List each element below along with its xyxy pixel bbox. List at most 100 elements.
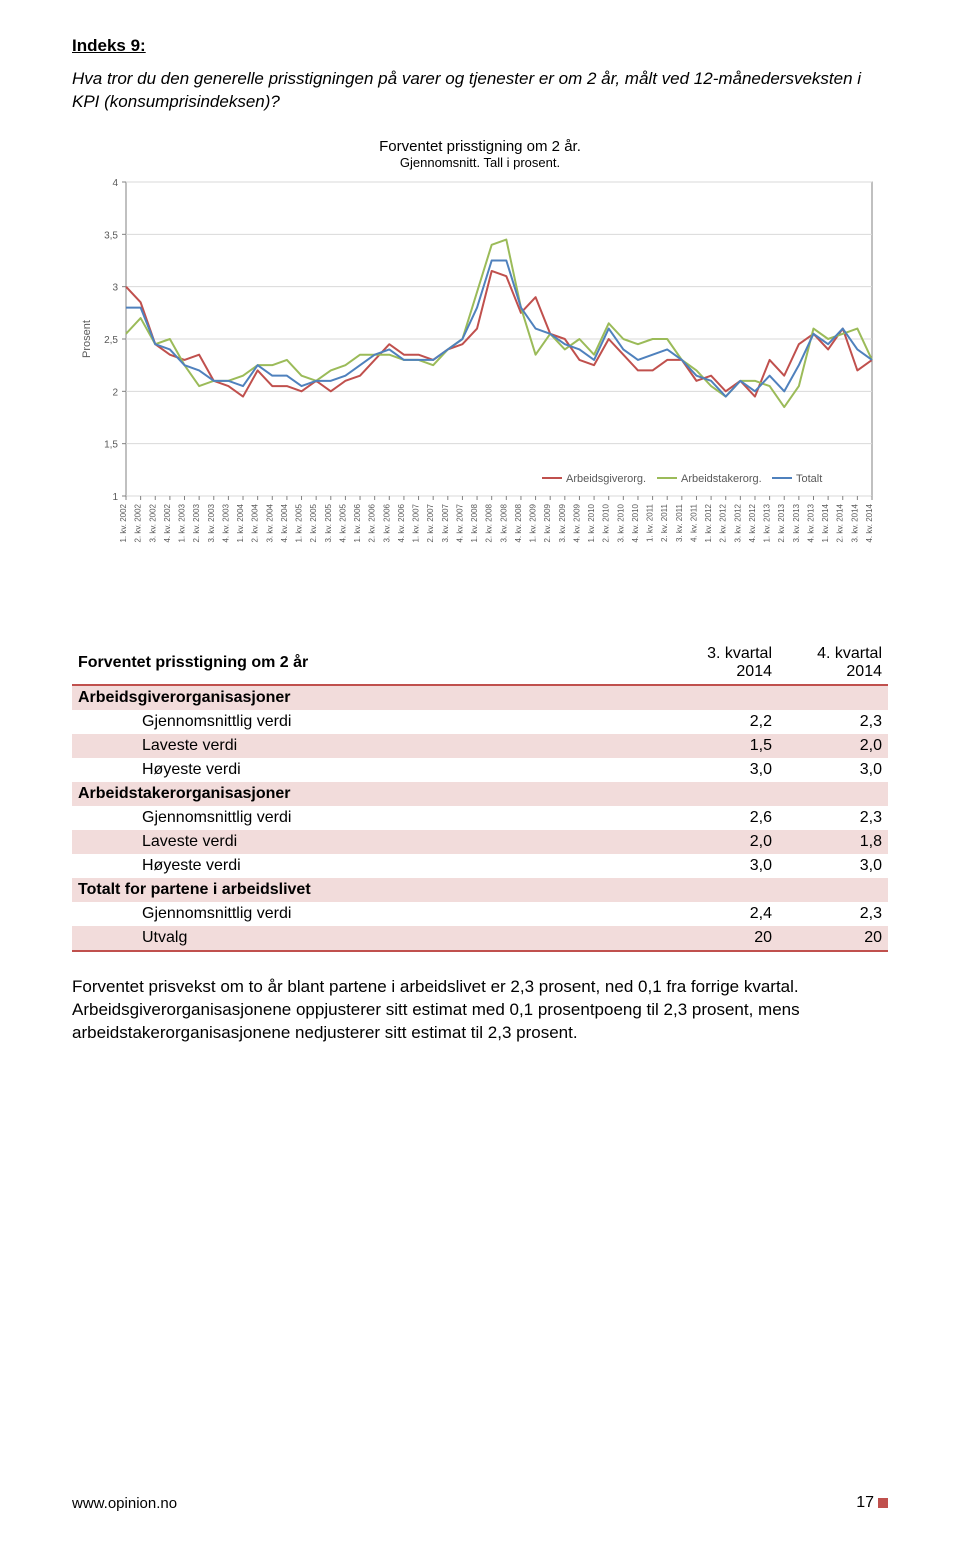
svg-text:2. kv. 2013: 2. kv. 2013 — [777, 503, 786, 542]
svg-text:2. kv. 2004: 2. kv. 2004 — [251, 503, 260, 542]
table-cell: 3,0 — [668, 758, 778, 782]
svg-text:4. kv. 2012: 4. kv. 2012 — [748, 503, 757, 542]
table-row-label: Utvalg — [72, 926, 668, 951]
svg-text:3. kv. 2007: 3. kv. 2007 — [441, 503, 450, 542]
svg-text:2. kv. 2010: 2. kv. 2010 — [602, 503, 611, 542]
svg-text:2. kv. 2012: 2. kv. 2012 — [719, 503, 728, 542]
svg-text:1. kv. 2014: 1. kv. 2014 — [821, 503, 830, 542]
svg-text:1. kv. 2002: 1. kv. 2002 — [119, 503, 128, 542]
svg-text:2. kv. 2003: 2. kv. 2003 — [192, 503, 201, 542]
table-cell: 3,0 — [668, 854, 778, 878]
svg-text:3: 3 — [112, 283, 118, 294]
svg-text:4. kv. 2004: 4. kv. 2004 — [280, 503, 289, 542]
table-group-label: Arbeidsgiverorganisasjoner — [72, 685, 888, 710]
svg-text:2,5: 2,5 — [104, 335, 118, 346]
table-cell: 2,3 — [778, 806, 888, 830]
table-cell: 2,4 — [668, 902, 778, 926]
svg-text:4. kv. 2005: 4. kv. 2005 — [338, 503, 347, 542]
page-number: 17 — [856, 1494, 888, 1512]
svg-text:3. kv. 2003: 3. kv. 2003 — [207, 503, 216, 542]
chart-title: Forventet prisstigning om 2 år. — [76, 138, 884, 155]
svg-text:Arbeidstakerorg.: Arbeidstakerorg. — [681, 473, 762, 485]
table-row-label: Laveste verdi — [72, 830, 668, 854]
svg-text:3. kv. 2013: 3. kv. 2013 — [792, 503, 801, 542]
line-chart: 1 1,5 2 2,5 3 3,5 4 Prosent 1. kv. 2002 2. kv. 20… — [76, 174, 884, 614]
svg-text:3. kv. 2002: 3. kv. 2002 — [148, 503, 157, 542]
svg-text:2. kv. 2002: 2. kv. 2002 — [134, 503, 143, 542]
svg-text:2: 2 — [112, 387, 118, 398]
svg-text:1. kv. 2013: 1. kv. 2013 — [763, 503, 772, 542]
svg-text:2. kv. 2006: 2. kv. 2006 — [368, 503, 377, 542]
table-cell: 2,0 — [668, 830, 778, 854]
table-row-label: Laveste verdi — [72, 734, 668, 758]
svg-text:4: 4 — [112, 178, 118, 189]
table-title: Forventet prisstigning om 2 år — [72, 642, 668, 685]
page-footer: www.opinion.no 17 — [72, 1494, 888, 1512]
table-row-label: Gjennomsnittlig verdi — [72, 710, 668, 734]
svg-text:2. kv. 2007: 2. kv. 2007 — [426, 503, 435, 542]
table-cell: 3,0 — [778, 758, 888, 782]
svg-text:4. kv. 2008: 4. kv. 2008 — [514, 503, 523, 542]
svg-text:1. kv. 2008: 1. kv. 2008 — [470, 503, 479, 542]
svg-text:2. kv. 2008: 2. kv. 2008 — [485, 503, 494, 542]
svg-text:1,5: 1,5 — [104, 440, 118, 451]
svg-text:3. kv. 2012: 3. kv. 2012 — [733, 503, 742, 542]
svg-text:3. kv. 2009: 3. kv. 2009 — [558, 503, 567, 542]
svg-text:1. kv. 2003: 1. kv. 2003 — [178, 503, 187, 542]
svg-text:2. kv. 2014: 2. kv. 2014 — [836, 503, 845, 542]
svg-text:4. kv. 2002: 4. kv. 2002 — [163, 503, 172, 542]
svg-text:1. kv. 2010: 1. kv. 2010 — [587, 503, 596, 542]
svg-text:2. kv. 2009: 2. kv. 2009 — [543, 503, 552, 542]
svg-text:3. kv. 2010: 3. kv. 2010 — [616, 503, 625, 542]
svg-text:Arbeidsgiverorg.: Arbeidsgiverorg. — [566, 473, 646, 485]
svg-text:Prosent: Prosent — [81, 320, 93, 358]
summary-paragraph: Forventet prisvekst om to år blant parte… — [72, 976, 888, 1045]
svg-text:3,5: 3,5 — [104, 230, 118, 241]
table-cell: 2,2 — [668, 710, 778, 734]
svg-text:3. kv. 2014: 3. kv. 2014 — [850, 503, 859, 542]
svg-text:3. kv. 2005: 3. kv. 2005 — [324, 503, 333, 542]
svg-text:1. kv. 2012: 1. kv. 2012 — [704, 503, 713, 542]
table-cell: 1,5 — [668, 734, 778, 758]
svg-text:4. kv. 2009: 4. kv. 2009 — [572, 503, 581, 542]
question-text: Hva tror du den generelle prisstigningen… — [72, 68, 888, 114]
svg-text:1. kv. 2005: 1. kv. 2005 — [295, 503, 304, 542]
table-row-label: Høyeste verdi — [72, 758, 668, 782]
page-number-value: 17 — [856, 1494, 874, 1511]
table-group-label: Totalt for partene i arbeidslivet — [72, 878, 888, 902]
svg-text:1. kv. 2009: 1. kv. 2009 — [529, 503, 538, 542]
chart-container: Forventet prisstigning om 2 år. Gjennoms… — [76, 138, 884, 614]
table-row-label: Høyeste verdi — [72, 854, 668, 878]
svg-text:3. kv. 2008: 3. kv. 2008 — [499, 503, 508, 542]
table-cell: 2,0 — [778, 734, 888, 758]
svg-text:3. kv. 2011: 3. kv. 2011 — [675, 503, 684, 542]
table-cell: 2,3 — [778, 902, 888, 926]
table-cell: 20 — [668, 926, 778, 951]
page-dot-icon — [878, 1498, 888, 1508]
svg-text:1. kv. 2011: 1. kv. 2011 — [646, 503, 655, 542]
svg-text:4. kv. 2010: 4. kv. 2010 — [631, 503, 640, 542]
svg-text:4. kv. 2011: 4. kv. 2011 — [689, 503, 698, 542]
data-table: Forventet prisstigning om 2 år3. kvartal… — [72, 642, 888, 952]
table-col-header: 3. kvartal 2014 — [668, 642, 778, 685]
svg-text:2. kv. 2011: 2. kv. 2011 — [660, 503, 669, 542]
svg-text:1. kv. 2007: 1. kv. 2007 — [412, 503, 421, 542]
table-group-label: Arbeidstakerorganisasjoner — [72, 782, 888, 806]
svg-text:1. kv. 2004: 1. kv. 2004 — [236, 503, 245, 542]
table-cell: 2,3 — [778, 710, 888, 734]
table-cell: 1,8 — [778, 830, 888, 854]
table-cell: 3,0 — [778, 854, 888, 878]
svg-text:4. kv. 2014: 4. kv. 2014 — [865, 503, 874, 542]
svg-text:4. kv. 2006: 4. kv. 2006 — [397, 503, 406, 542]
svg-text:1: 1 — [112, 492, 118, 503]
table-cell: 2,6 — [668, 806, 778, 830]
footer-url: www.opinion.no — [72, 1495, 177, 1512]
svg-text:4. kv. 2003: 4. kv. 2003 — [221, 503, 230, 542]
svg-text:3. kv. 2006: 3. kv. 2006 — [382, 503, 391, 542]
svg-text:3. kv. 2004: 3. kv. 2004 — [265, 503, 274, 542]
table-row-label: Gjennomsnittlig verdi — [72, 806, 668, 830]
svg-text:4. kv. 2007: 4. kv. 2007 — [455, 503, 464, 542]
chart-subtitle: Gjennomsnitt. Tall i prosent. — [76, 155, 884, 170]
table-row-label: Gjennomsnittlig verdi — [72, 902, 668, 926]
svg-text:4. kv. 2013: 4. kv. 2013 — [806, 503, 815, 542]
